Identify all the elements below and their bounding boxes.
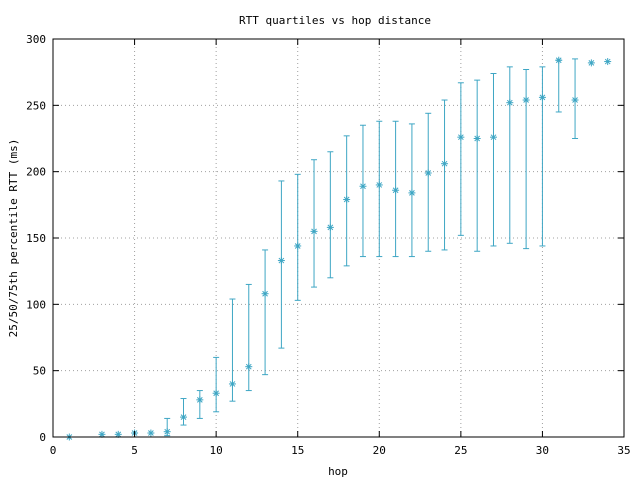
median-point — [261, 290, 269, 298]
x-tick-label: 15 — [291, 444, 304, 457]
median-point — [571, 96, 579, 104]
median-point — [326, 223, 334, 231]
median-point — [114, 430, 122, 438]
y-axis-label: 25/50/75th percentile RTT (ms) — [7, 139, 20, 338]
y-tick-label: 200 — [26, 166, 46, 179]
x-tick-label: 35 — [617, 444, 630, 457]
median-point — [408, 189, 416, 197]
median-point — [245, 363, 253, 371]
axis-ticks — [52, 38, 625, 438]
median-point — [310, 227, 318, 235]
median-point — [424, 169, 432, 177]
y-tick-label: 300 — [26, 33, 46, 46]
median-point — [163, 428, 171, 436]
median-point — [522, 96, 530, 104]
y-tick-label: 50 — [33, 365, 46, 378]
grid-lines — [53, 39, 624, 437]
plot-frame — [52, 38, 625, 438]
x-tick-label: 25 — [454, 444, 467, 457]
median-point — [277, 257, 285, 265]
y-tick-label: 100 — [26, 298, 46, 311]
median-point — [555, 56, 563, 64]
x-axis-label: hop — [328, 465, 348, 478]
median-point — [587, 59, 595, 67]
median-point — [538, 93, 546, 101]
median-point — [212, 389, 220, 397]
x-tick-label: 10 — [210, 444, 223, 457]
x-tick-label: 5 — [131, 444, 138, 457]
median-point — [375, 181, 383, 189]
median-point — [196, 396, 204, 404]
median-point — [457, 133, 465, 141]
error-bars — [164, 58, 579, 437]
y-tick-label: 0 — [39, 431, 46, 444]
median-point — [228, 380, 236, 388]
y-tick-label: 250 — [26, 99, 46, 112]
median-point — [343, 196, 351, 204]
x-tick-label: 20 — [373, 444, 386, 457]
median-point — [180, 413, 188, 421]
median-point — [392, 186, 400, 194]
median-point — [489, 133, 497, 141]
x-tick-label: 0 — [50, 444, 57, 457]
median-point — [473, 135, 481, 142]
chart-title: RTT quartiles vs hop distance — [239, 14, 431, 27]
y-tick-label: 150 — [26, 232, 46, 245]
median-point — [147, 429, 155, 437]
median-point — [359, 182, 367, 190]
median-point — [294, 242, 302, 250]
median-point — [506, 99, 514, 107]
median-points — [65, 56, 612, 441]
x-tick-label: 30 — [536, 444, 549, 457]
median-point — [604, 58, 612, 66]
tick-labels: 0 5 10 15 20 25 30 35 0 50 100 150 200 250 300 — [26, 33, 631, 457]
median-point — [441, 160, 449, 168]
